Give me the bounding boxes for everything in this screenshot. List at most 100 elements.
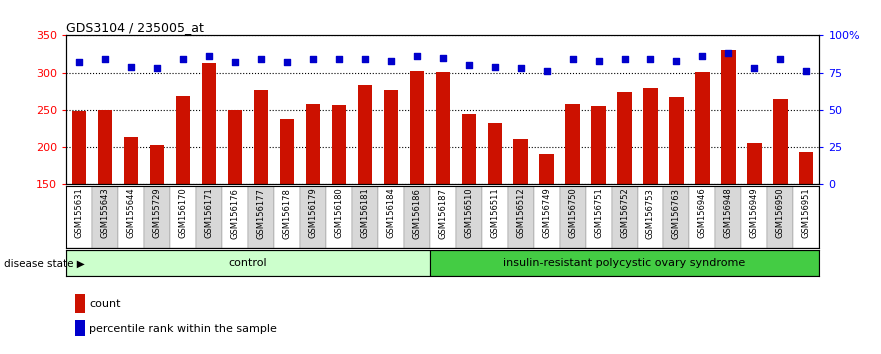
Bar	[118, 186, 144, 248]
Bar	[403, 186, 430, 248]
Bar	[383, 90, 398, 184]
Bar	[98, 110, 112, 184]
Bar	[695, 72, 709, 184]
Bar	[455, 186, 482, 248]
Text: GSM156752: GSM156752	[620, 188, 629, 239]
Point	[332, 56, 346, 62]
Point	[202, 53, 216, 59]
Text: GSM155644: GSM155644	[127, 188, 136, 238]
Bar	[358, 85, 372, 184]
Text: GSM156946: GSM156946	[698, 188, 707, 239]
Point	[695, 53, 709, 59]
Bar	[799, 152, 813, 184]
Bar	[794, 186, 819, 248]
Point	[124, 64, 138, 69]
Bar	[150, 145, 164, 184]
Bar	[690, 186, 715, 248]
Text: GSM155729: GSM155729	[152, 188, 161, 238]
Bar	[66, 250, 430, 276]
Point	[435, 55, 449, 61]
Text: GSM156170: GSM156170	[179, 188, 188, 239]
Point	[514, 65, 528, 71]
Text: GSM156751: GSM156751	[594, 188, 603, 239]
Bar	[534, 186, 559, 248]
Bar	[72, 111, 86, 184]
Bar	[566, 104, 580, 184]
Text: GSM156753: GSM156753	[646, 188, 655, 239]
Text: GSM156184: GSM156184	[386, 188, 396, 239]
Bar	[326, 186, 352, 248]
Bar	[663, 186, 690, 248]
Text: GSM156179: GSM156179	[308, 188, 317, 239]
Bar	[435, 72, 450, 184]
Bar	[715, 186, 742, 248]
Bar	[306, 104, 320, 184]
Point	[643, 56, 657, 62]
Bar	[222, 186, 248, 248]
Point	[747, 65, 761, 71]
Bar	[274, 186, 300, 248]
Point	[591, 58, 605, 63]
Point	[72, 59, 86, 65]
Text: GSM156763: GSM156763	[672, 188, 681, 239]
Text: control: control	[228, 258, 267, 268]
Bar	[747, 143, 761, 184]
Point	[98, 56, 112, 62]
Point	[566, 56, 580, 62]
Bar	[300, 186, 326, 248]
Text: GSM156176: GSM156176	[231, 188, 240, 239]
Point	[774, 56, 788, 62]
Bar	[767, 186, 794, 248]
Bar	[643, 88, 657, 184]
Point	[670, 58, 684, 63]
Point	[254, 56, 268, 62]
Point	[384, 58, 398, 63]
Point	[358, 56, 372, 62]
Text: GSM156178: GSM156178	[282, 188, 292, 239]
Text: GSM156177: GSM156177	[256, 188, 265, 239]
Point	[280, 59, 294, 65]
Bar	[228, 110, 242, 184]
Bar	[462, 114, 476, 184]
Text: percentile rank within the sample: percentile rank within the sample	[89, 324, 277, 334]
Text: GDS3104 / 235005_at: GDS3104 / 235005_at	[66, 21, 204, 34]
Bar	[378, 186, 403, 248]
Text: GSM156171: GSM156171	[204, 188, 213, 239]
Text: GSM156951: GSM156951	[802, 188, 811, 238]
Text: count: count	[89, 299, 121, 309]
Text: GSM156948: GSM156948	[724, 188, 733, 239]
Point	[306, 56, 320, 62]
Point	[618, 56, 632, 62]
Text: GSM156511: GSM156511	[490, 188, 500, 238]
Bar	[410, 71, 424, 184]
Text: GSM155643: GSM155643	[100, 188, 109, 239]
Text: GSM156510: GSM156510	[464, 188, 473, 238]
Bar	[170, 186, 196, 248]
Bar	[638, 186, 663, 248]
Bar	[254, 90, 268, 184]
Text: GSM156187: GSM156187	[438, 188, 448, 239]
Text: GSM156180: GSM156180	[334, 188, 344, 239]
Text: insulin-resistant polycystic ovary syndrome: insulin-resistant polycystic ovary syndr…	[503, 258, 745, 268]
Bar	[507, 186, 534, 248]
Text: disease state ▶: disease state ▶	[4, 259, 85, 269]
Bar	[279, 119, 294, 184]
Text: GSM156750: GSM156750	[568, 188, 577, 239]
Point	[410, 53, 424, 59]
Bar	[487, 123, 502, 184]
Text: GSM156950: GSM156950	[776, 188, 785, 238]
Bar	[176, 96, 190, 184]
Bar	[66, 186, 92, 248]
Bar	[591, 106, 606, 184]
Bar	[331, 105, 346, 184]
Bar	[611, 186, 638, 248]
Text: GSM156749: GSM156749	[542, 188, 552, 239]
Bar	[202, 63, 216, 184]
Bar	[774, 99, 788, 184]
Text: GSM156949: GSM156949	[750, 188, 759, 238]
Text: GSM156512: GSM156512	[516, 188, 525, 238]
Bar	[539, 154, 554, 184]
Text: GSM156186: GSM156186	[412, 188, 421, 239]
Text: GSM156181: GSM156181	[360, 188, 369, 239]
Point	[176, 56, 190, 62]
